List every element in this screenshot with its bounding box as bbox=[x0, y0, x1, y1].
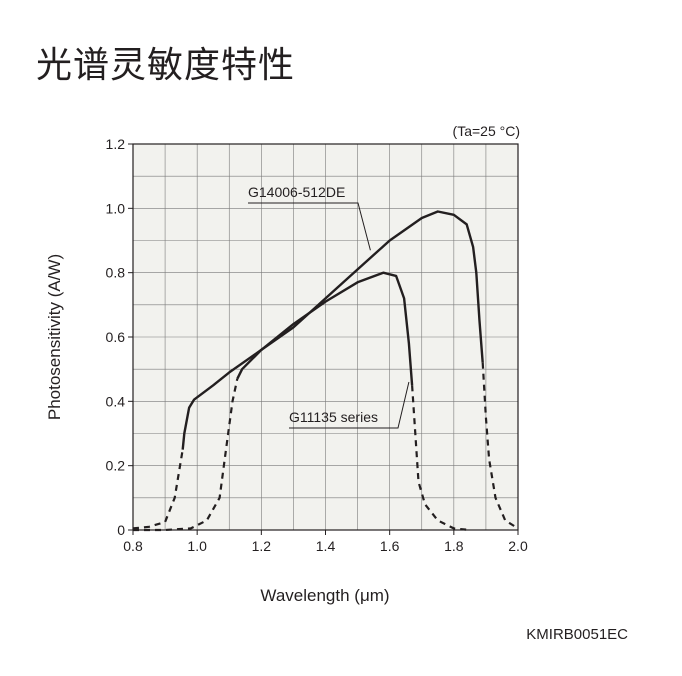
series-line-dashed bbox=[411, 385, 471, 532]
annotation-layer: G14006-512DE G11135 series bbox=[248, 184, 410, 429]
x-tick-label: 1.2 bbox=[252, 538, 272, 554]
y-tick-label: 0.2 bbox=[106, 458, 126, 474]
annotation-label: G11135 series bbox=[289, 409, 378, 425]
x-tick-label: 2.0 bbox=[508, 538, 528, 554]
series-g14006-512de bbox=[132, 210, 519, 530]
figure-code: KMIRB0051EC bbox=[526, 626, 628, 643]
series-line bbox=[236, 271, 414, 386]
page-title: 光谱灵敏度特性 bbox=[36, 45, 296, 86]
annotation-label: G14006-512DE bbox=[248, 184, 345, 200]
annotation-leader bbox=[289, 381, 410, 429]
series-line-dashed bbox=[481, 362, 519, 530]
series-line bbox=[181, 210, 484, 450]
y-tick-label: 1.2 bbox=[106, 136, 126, 152]
condition-label: (Ta=25 °C) bbox=[453, 123, 520, 139]
x-axis-title: Wavelength (μm) bbox=[260, 586, 389, 605]
x-tick-label: 1.8 bbox=[444, 538, 464, 554]
grid-lines bbox=[133, 144, 518, 530]
y-tick-label: 1.0 bbox=[106, 200, 126, 216]
y-tick-label: 0.8 bbox=[106, 265, 126, 281]
x-tick-label: 1.4 bbox=[316, 538, 336, 554]
series-layer bbox=[132, 210, 519, 532]
y-tick-label: 0.6 bbox=[106, 329, 126, 345]
axis-ticks: 0.8 1.0 1.2 1.4 1.6 1.8 2.0 0 0.2 0.4 0.6 0.8 1.0 1.2 bbox=[106, 136, 528, 554]
y-tick-label: 0 bbox=[117, 522, 125, 538]
series-line-dashed bbox=[133, 378, 239, 532]
x-tick-label: 0.8 bbox=[123, 538, 143, 554]
annotation-leader bbox=[248, 202, 371, 251]
x-tick-label: 1.0 bbox=[187, 538, 207, 554]
y-axis-title: Photosensitivity (A/W) bbox=[45, 254, 64, 420]
y-tick-label: 0.4 bbox=[106, 393, 126, 409]
series-g11135-series bbox=[133, 271, 471, 532]
x-tick-label: 1.6 bbox=[380, 538, 400, 554]
